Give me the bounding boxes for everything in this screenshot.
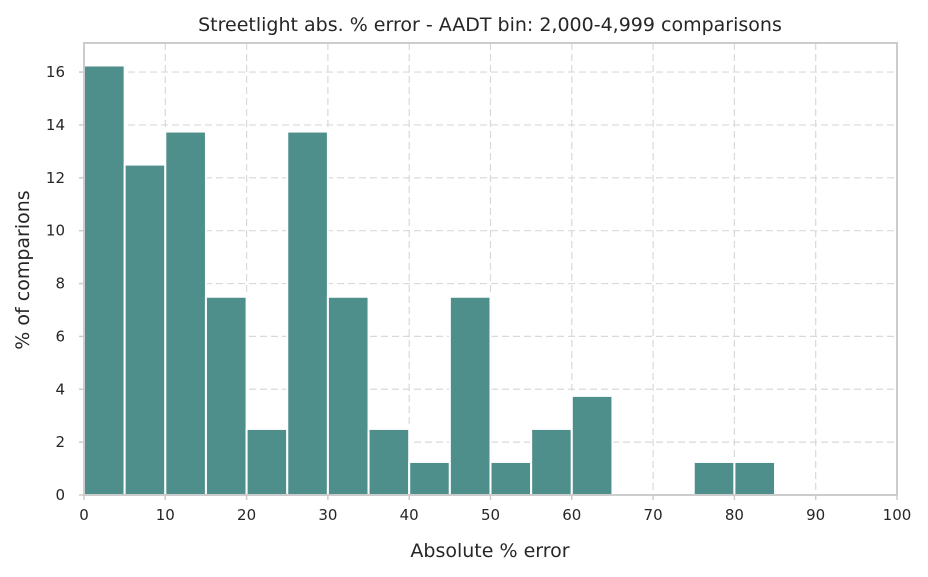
histogram-bar <box>123 163 167 496</box>
x-tick-label: 100 <box>883 506 912 524</box>
x-tick-label: 30 <box>318 506 337 524</box>
y-axis-ticks: 0 2 4 6 8 10 12 14 16 <box>46 63 84 504</box>
histogram-bar <box>489 460 533 497</box>
bars <box>83 64 777 497</box>
histogram-bar <box>204 295 248 497</box>
y-tick-label: 14 <box>46 116 65 134</box>
x-tick-label: 90 <box>806 506 825 524</box>
x-axis-ticks: 0 10 20 30 40 50 60 70 80 90 100 <box>79 495 911 524</box>
histogram-bar <box>408 460 451 497</box>
x-tick-label: 60 <box>562 506 581 524</box>
y-tick-label: 10 <box>46 222 65 240</box>
y-tick-label: 4 <box>55 380 65 398</box>
histogram-bar <box>530 427 573 496</box>
histogram-bar <box>245 427 289 496</box>
x-axis-label: Absolute % error <box>410 540 569 562</box>
histogram-bar <box>448 295 492 497</box>
y-axis-label: % of comparions <box>12 190 34 349</box>
histogram-bar <box>164 130 207 496</box>
x-tick-label: 10 <box>156 506 175 524</box>
histogram-bar <box>570 394 614 497</box>
y-tick-label: 16 <box>46 63 65 81</box>
x-tick-label: 40 <box>400 506 419 524</box>
y-tick-label: 0 <box>55 486 65 504</box>
histogram-bar <box>692 460 736 497</box>
x-tick-label: 80 <box>725 506 744 524</box>
x-tick-label: 50 <box>481 506 500 524</box>
histogram-bar <box>367 427 411 496</box>
y-tick-label: 2 <box>55 433 65 451</box>
chart-title: Streetlight abs. % error - AADT bin: 2,0… <box>198 14 782 36</box>
histogram-bar <box>83 64 126 496</box>
histogram-bar <box>326 295 370 497</box>
x-tick-label: 0 <box>79 506 89 524</box>
x-tick-label: 70 <box>644 506 663 524</box>
histogram-bar <box>733 460 777 497</box>
y-tick-label: 6 <box>55 327 65 345</box>
y-tick-label: 12 <box>46 169 65 187</box>
y-tick-label: 8 <box>55 275 65 293</box>
x-tick-label: 20 <box>237 506 256 524</box>
histogram-bar <box>286 130 329 496</box>
